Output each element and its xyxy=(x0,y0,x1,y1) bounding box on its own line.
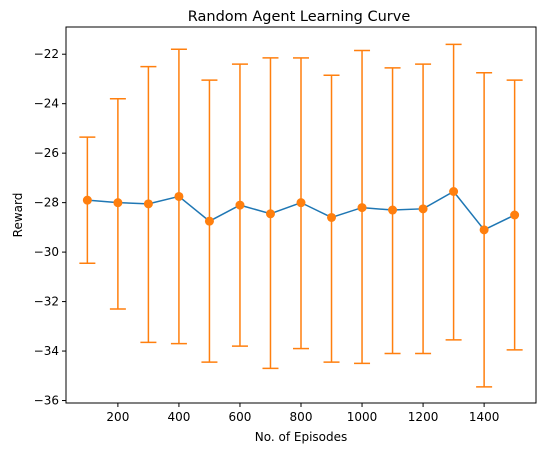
x-tick-label: 1400 xyxy=(469,410,500,424)
y-tick-label: −26 xyxy=(34,146,59,160)
data-point xyxy=(510,210,520,220)
y-axis: −36 −34 −32 −30 −28 −26 −24 −22 xyxy=(34,47,66,408)
data-point xyxy=(204,216,214,226)
data-point xyxy=(235,200,245,210)
x-axis: 200 400 600 800 1000 1200 1400 xyxy=(106,403,499,424)
data-point xyxy=(143,199,153,209)
data-point xyxy=(479,225,489,235)
y-tick-label: −34 xyxy=(34,344,59,358)
data-point xyxy=(357,203,367,213)
data-point xyxy=(113,198,123,208)
data-point xyxy=(296,198,306,208)
plot-area xyxy=(79,43,523,388)
y-tick-label: −24 xyxy=(34,97,59,111)
y-tick-label: −30 xyxy=(34,245,59,259)
y-tick-label: −32 xyxy=(34,295,59,309)
y-axis-label: Reward xyxy=(11,193,25,238)
x-tick-label: 1200 xyxy=(408,410,439,424)
x-tick-label: 400 xyxy=(167,410,190,424)
y-tick-label: −28 xyxy=(34,196,59,210)
y-tick-label: −36 xyxy=(34,394,59,408)
data-point xyxy=(449,187,459,196)
data-point xyxy=(82,195,92,205)
data-point xyxy=(265,209,275,219)
x-tick-label: 1000 xyxy=(347,410,378,424)
data-point xyxy=(174,191,184,201)
x-tick-label: 600 xyxy=(229,410,252,424)
y-tick-label: −22 xyxy=(34,47,59,61)
data-point xyxy=(388,205,398,215)
data-point xyxy=(418,204,428,214)
x-tick-label: 800 xyxy=(290,410,313,424)
chart-title: Random Agent Learning Curve xyxy=(188,9,411,25)
x-tick-label: 200 xyxy=(106,410,129,424)
x-axis-label: No. of Episodes xyxy=(255,430,348,444)
data-point xyxy=(327,212,337,222)
